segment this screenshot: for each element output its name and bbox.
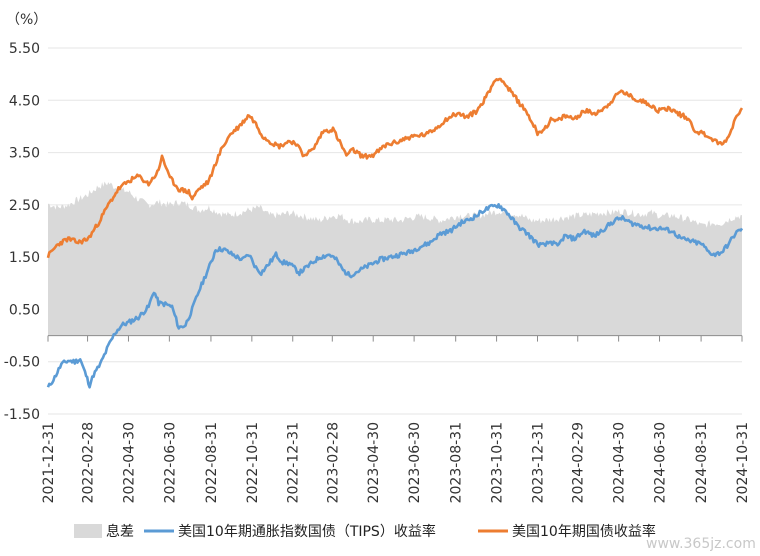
x-tick-label: 2022-04-30 [121,422,137,503]
x-tick-label: 2024-08-31 [694,422,710,503]
legend-swatch-spread [74,524,102,538]
x-axis-ticks: 2021-12-31 2022-02-28 2022-04-30 2022-06-30… [41,335,751,503]
y-tick-label: 4.50 [9,93,40,109]
x-tick-label: 2024-10-31 [735,422,751,503]
series-line-layer [46,77,744,389]
x-tick-label: 2022-10-31 [245,422,261,503]
y-tick-label: 0.50 [9,302,40,318]
x-tick-label: 2023-10-31 [490,422,506,503]
x-tick-label: 2022-08-31 [204,422,220,503]
x-tick-label: 2023-04-30 [366,422,382,503]
y-tick-label: -0.50 [4,355,40,371]
y-tick-label: -1.50 [4,407,40,423]
x-tick-label: 2024-02-29 [571,422,587,503]
y-tick-label: 3.50 [9,146,40,162]
legend: 息差 美国10年期通胀指数国债（TIPS）收益率 美国10年期国债收益率 [74,523,656,540]
x-tick-label: 2021-12-31 [41,422,57,503]
legend-label-nominal: 美国10年期国债收益率 [512,523,656,540]
y-tick-label: 2.50 [9,198,40,214]
series-line-nominal [46,77,744,259]
x-tick-label: 2022-12-31 [286,422,302,503]
x-tick-label: 2023-12-31 [530,422,546,503]
x-tick-label: 2022-02-28 [81,422,97,503]
x-tick-label: 2023-06-30 [407,422,423,503]
x-tick-label: 2023-08-31 [449,422,465,503]
y-axis-unit-label: （%） [6,12,47,28]
y-axis-ticks: 5.50 4.50 3.50 2.50 1.50 0.50 -0.50 -1.50 [4,41,40,423]
x-tick-label: 2023-02-28 [325,422,341,503]
legend-label-tips: 美国10年期通胀指数国债（TIPS）收益率 [178,523,436,540]
y-tick-label: 5.50 [9,41,40,57]
watermark-text: www.365jz.com [646,536,756,552]
legend-label-spread: 息差 [106,523,134,540]
y-tick-label: 1.50 [9,250,40,266]
x-tick-label: 2024-04-30 [612,422,628,503]
x-tick-label: 2022-06-30 [162,422,178,503]
series-area-spread [48,181,742,336]
x-tick-label: 2024-06-30 [653,422,669,503]
series-line-tips [46,203,744,389]
spread-area-layer [48,181,742,336]
